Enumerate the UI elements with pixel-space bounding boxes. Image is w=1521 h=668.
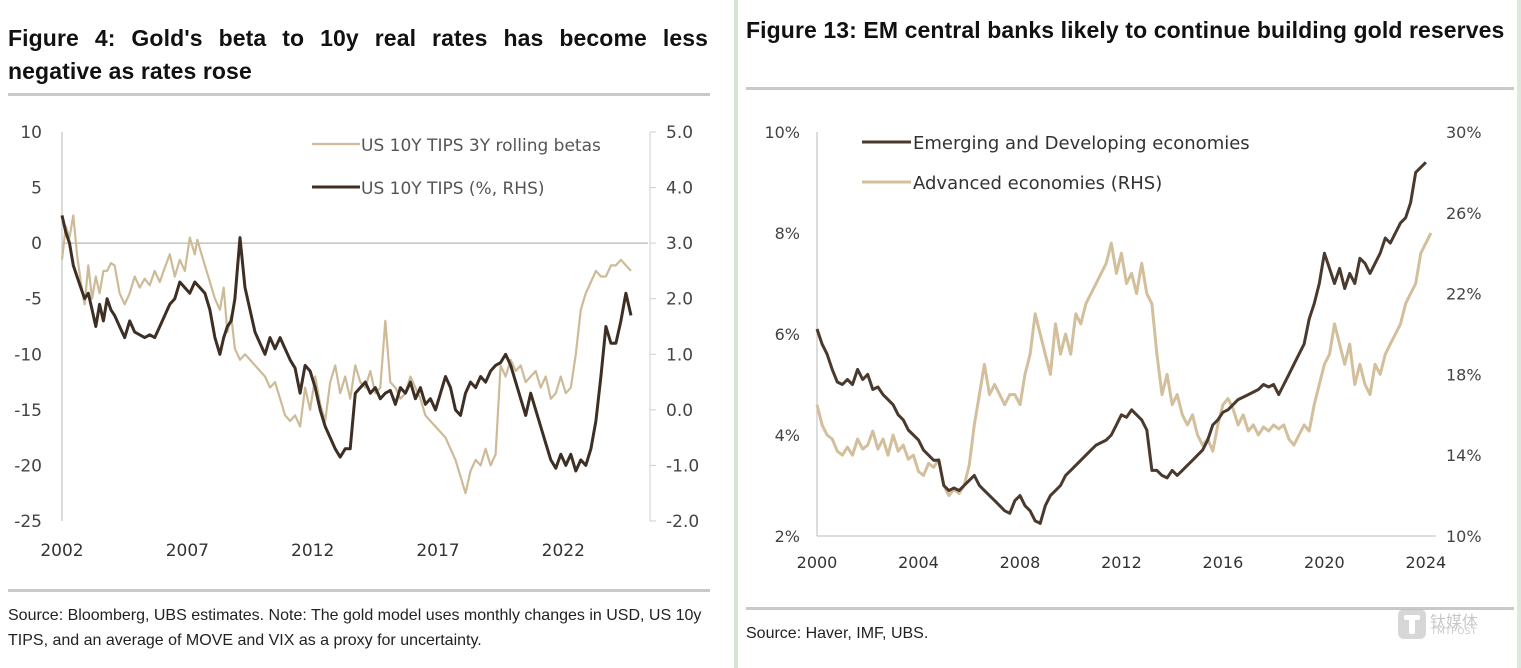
y-left-tick-label: 8%: [775, 224, 800, 243]
figure-4-title: Figure 4: Gold's beta to 10y real rates …: [8, 25, 708, 84]
y-right-tick-label: 5.0: [666, 123, 693, 143]
x-tick-label: 2024: [1405, 553, 1446, 572]
y-left-tick-label: -5: [25, 290, 42, 310]
figure-13-title: Figure 13: EM central banks likely to co…: [746, 17, 1505, 43]
x-tick-label: 2002: [40, 541, 83, 561]
y-right-tick-label: 4.0: [666, 179, 693, 199]
series-line-emerging-and-developing-economies: [815, 161, 1427, 525]
y-left-tick-label: 0: [31, 234, 42, 254]
figure-13-chart: 10% 8% 6% 4% 2% 30% 26% 22% 18% 14% 10% 2000 2004 200…: [764, 123, 1482, 572]
x-tick-label: 2012: [291, 541, 334, 561]
y-left-tick-label: 2%: [775, 527, 800, 546]
tmtpost-watermark: 钛媒体 TMTPOST: [1398, 609, 1488, 641]
source-rule: [746, 607, 1514, 610]
series-line-us-10y-tips-rhs: [60, 215, 633, 473]
y-left-tick-label: 5: [31, 179, 42, 199]
y-right-tick-label: -2.0: [666, 512, 699, 532]
y-right-tick-label: 3.0: [666, 234, 693, 254]
x-tick-label: 2017: [416, 541, 459, 561]
y-left-tick-label: -10: [14, 345, 42, 365]
legend-label-em: Emerging and Developing economies: [913, 133, 1250, 154]
figure-4-chart: 10 5 0 -5 -10 -15 -20 -25 5.0 4.0 3.0 2.0 1.0 0.0 -1.0…: [14, 123, 699, 561]
y-left-tick-label: -15: [14, 401, 42, 421]
y-left-tick-label: -25: [14, 512, 42, 532]
y-right-tick-label: 1.0: [666, 345, 693, 365]
y-right-tick-label: 18%: [1446, 365, 1482, 384]
title-rule: [746, 87, 1514, 90]
y-left-tick-label: 10%: [764, 123, 800, 142]
x-tick-label: 2020: [1304, 553, 1345, 572]
y-right-tick-label: 26%: [1446, 204, 1482, 223]
figure-4-panel: Figure 4: Gold's beta to 10y real rates …: [0, 0, 734, 668]
legend-label-betas: US 10Y TIPS 3Y rolling betas: [361, 136, 601, 156]
x-tick-label: 2016: [1203, 553, 1244, 572]
figure-4-source: Source: Bloomberg, UBS estimates. Note: …: [8, 607, 702, 649]
series-line-advanced-economies-rhs: [815, 232, 1433, 498]
tmtpost-logo-icon: [1398, 609, 1426, 639]
watermark-en: TMTPOST: [1431, 627, 1477, 637]
figure-13-source: Source: Haver, IMF, UBS.: [746, 625, 929, 642]
y-right-tick-label: 2.0: [666, 290, 693, 310]
y-right-tick-label: 22%: [1446, 285, 1482, 304]
legend-label-tips: US 10Y TIPS (%, RHS): [361, 179, 545, 199]
x-tick-label: 2007: [166, 541, 209, 561]
x-tick-label: 2008: [1000, 553, 1041, 572]
y-right-tick-label: -1.0: [666, 456, 699, 476]
figure-13-panel: Figure 13: EM central banks likely to co…: [738, 0, 1521, 668]
x-tick-label: 2000: [797, 553, 838, 572]
x-tick-label: 2022: [542, 541, 585, 561]
page-edge: [1517, 0, 1521, 668]
y-left-tick-label: 4%: [775, 426, 800, 445]
y-right-tick-label: 30%: [1446, 123, 1482, 142]
source-rule: [8, 589, 710, 592]
panel-divider: [734, 0, 738, 668]
y-right-tick-label: 0.0: [666, 401, 693, 421]
x-tick-label: 2004: [898, 553, 939, 572]
series-line-us-10y-tips-3y-rolling-betas: [60, 214, 632, 495]
legend-label-advanced: Advanced economies (RHS): [913, 173, 1162, 194]
y-right-tick-label: 14%: [1446, 446, 1482, 465]
x-tick-label: 2012: [1101, 553, 1142, 572]
y-left-tick-label: 6%: [775, 325, 800, 344]
y-right-tick-label: 10%: [1446, 527, 1482, 546]
watermark-cn: 钛媒体: [1430, 612, 1479, 631]
title-rule: [8, 93, 710, 96]
y-left-tick-label: 10: [20, 123, 42, 143]
y-left-tick-label: -20: [14, 456, 42, 476]
